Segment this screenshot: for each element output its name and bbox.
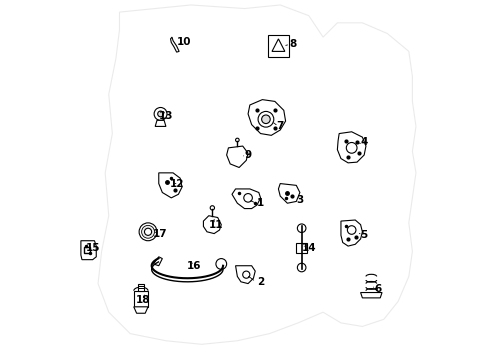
Text: 5: 5 — [360, 230, 367, 240]
Bar — [267, 35, 288, 57]
Text: 17: 17 — [153, 229, 167, 239]
Text: 12: 12 — [169, 179, 183, 189]
Text: 8: 8 — [288, 39, 296, 49]
Text: 6: 6 — [374, 284, 381, 294]
Text: 1: 1 — [256, 198, 264, 208]
Bar — [296, 243, 306, 253]
Text: 3: 3 — [296, 195, 303, 204]
Text: 10: 10 — [176, 37, 191, 48]
Circle shape — [144, 228, 151, 235]
Circle shape — [297, 224, 305, 233]
Text: 7: 7 — [276, 121, 284, 131]
Polygon shape — [155, 120, 165, 126]
Text: 16: 16 — [187, 261, 202, 271]
Circle shape — [210, 206, 214, 210]
Circle shape — [142, 225, 154, 238]
Polygon shape — [247, 100, 285, 135]
Polygon shape — [235, 266, 255, 284]
Circle shape — [242, 271, 249, 278]
Polygon shape — [170, 37, 179, 52]
Text: 9: 9 — [244, 150, 251, 160]
Polygon shape — [226, 146, 247, 167]
Polygon shape — [278, 184, 299, 203]
Polygon shape — [159, 173, 182, 198]
Polygon shape — [81, 241, 96, 260]
Circle shape — [297, 263, 305, 272]
Text: 18: 18 — [135, 295, 150, 305]
Circle shape — [244, 194, 252, 202]
Text: 14: 14 — [301, 243, 315, 253]
Circle shape — [157, 111, 163, 117]
Circle shape — [139, 223, 157, 241]
Polygon shape — [360, 293, 381, 298]
Circle shape — [258, 111, 273, 127]
Polygon shape — [340, 220, 362, 246]
Text: 13: 13 — [158, 111, 173, 121]
Circle shape — [216, 258, 226, 269]
Polygon shape — [153, 257, 162, 266]
Polygon shape — [271, 39, 285, 51]
Circle shape — [235, 138, 239, 142]
Polygon shape — [231, 189, 260, 208]
Bar — [138, 284, 143, 291]
Circle shape — [346, 143, 356, 153]
Polygon shape — [203, 216, 221, 234]
Circle shape — [261, 115, 270, 123]
Text: 11: 11 — [208, 220, 223, 230]
Text: 2: 2 — [256, 277, 264, 287]
Text: 4: 4 — [360, 138, 367, 148]
Circle shape — [346, 226, 355, 234]
Bar — [134, 291, 148, 307]
Circle shape — [154, 108, 166, 120]
Polygon shape — [337, 132, 365, 163]
Text: 15: 15 — [85, 243, 100, 253]
Polygon shape — [134, 307, 148, 313]
